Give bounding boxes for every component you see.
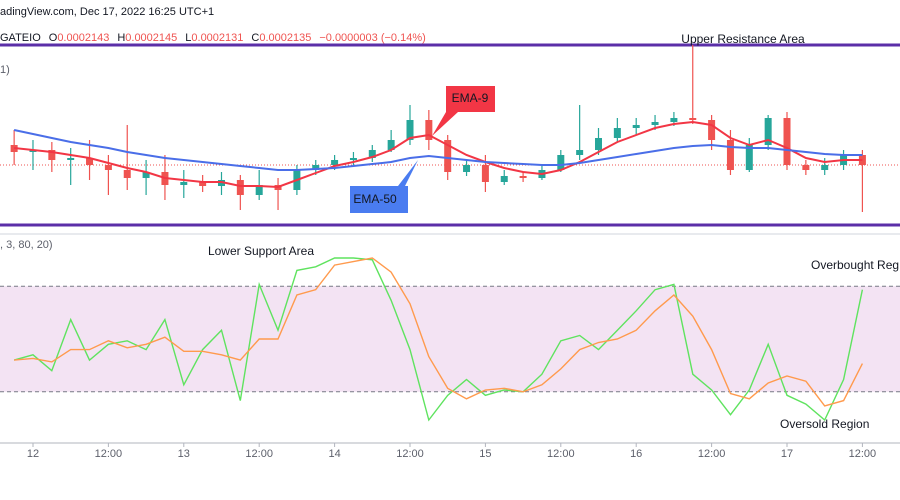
quote-line: GATEIO O0.0002143 H0.0002145 L0.0002131 C0.0… xyxy=(0,32,426,44)
callout-text: EMA-9 xyxy=(452,91,489,105)
candle-body xyxy=(236,180,244,195)
x-tick-label: 17 xyxy=(781,448,793,460)
pane-label: , 3, 80, 20) xyxy=(0,239,53,251)
stoch-line xyxy=(14,257,864,407)
candle-body xyxy=(632,125,640,128)
callout-bubble xyxy=(350,160,418,213)
candle-body xyxy=(802,165,810,170)
candle-body xyxy=(387,140,395,150)
level-label: Overbought Reg xyxy=(811,258,899,272)
candle-body xyxy=(481,165,489,182)
quote-key: C xyxy=(251,32,259,44)
candle-body xyxy=(349,158,357,160)
stoch-line xyxy=(13,257,864,422)
candle-body xyxy=(613,128,621,138)
level-label: Lower Support Area xyxy=(208,244,314,258)
x-tick-label: 14 xyxy=(328,448,340,460)
ema9-callout: EMA-9 xyxy=(432,86,495,136)
x-tick-label: 12:00 xyxy=(95,448,123,460)
candle-body xyxy=(576,150,584,155)
band xyxy=(0,286,900,392)
candle-body xyxy=(463,165,471,172)
quote-key: O xyxy=(49,32,58,44)
x-tick-label: 12 xyxy=(27,448,39,460)
ema50-callout: EMA-50 xyxy=(350,160,418,213)
x-tick-label: 12:00 xyxy=(245,448,273,460)
candle-body xyxy=(180,182,188,185)
callout-bubble xyxy=(432,86,495,136)
x-tick-label: 13 xyxy=(178,448,190,460)
candle-body xyxy=(123,170,131,178)
candle-body xyxy=(199,182,207,186)
quote-value: 0.0002135 xyxy=(259,32,311,44)
candle-body xyxy=(142,172,150,178)
candle-body xyxy=(331,160,339,165)
candle-body xyxy=(104,165,112,170)
candle-body xyxy=(651,122,659,125)
level-label: Upper Resistance Area xyxy=(681,32,805,46)
x-tick-label: 15 xyxy=(479,448,491,460)
candle-body xyxy=(745,145,753,170)
candle-body xyxy=(425,120,433,140)
candle-body xyxy=(821,165,829,170)
candle-body xyxy=(406,120,414,140)
candle-body xyxy=(500,176,508,182)
candle-body xyxy=(783,118,791,165)
x-tick-label: 12:00 xyxy=(849,448,877,460)
quote-value: 0.0002131 xyxy=(191,32,243,44)
candle-body xyxy=(48,150,56,160)
candle-body xyxy=(595,138,603,150)
ema-line xyxy=(13,129,863,171)
x-tick-label: 12:00 xyxy=(547,448,575,460)
ema-line xyxy=(13,120,863,189)
level-label: Oversold Region xyxy=(780,417,869,431)
quote-value: 0.0002145 xyxy=(125,32,177,44)
candle-body xyxy=(670,118,678,122)
candle-body xyxy=(67,158,75,160)
candle-body xyxy=(312,165,320,170)
symbol: GATEIO xyxy=(0,32,41,44)
candle-body xyxy=(255,185,263,195)
candle-body xyxy=(519,176,527,178)
layers: Upper Resistance Area Lower Support Area O… xyxy=(0,32,900,460)
candle-body xyxy=(368,150,376,158)
quote-key: H xyxy=(117,32,125,44)
quote-change: −0.0000003 (−0.14%) xyxy=(319,32,425,44)
candle-body xyxy=(557,155,565,170)
quote-key: L xyxy=(185,32,191,44)
source: adingView.com, Dec 17, 2022 16:25 UTC+1 xyxy=(0,6,214,18)
candle-body xyxy=(86,158,94,165)
candle-body xyxy=(708,120,716,140)
x-tick-label: 16 xyxy=(630,448,642,460)
x-tick-label: 12:00 xyxy=(396,448,424,460)
callout-text: EMA-50 xyxy=(353,192,397,206)
x-tick-label: 12:00 xyxy=(698,448,726,460)
candle-body xyxy=(689,118,697,120)
candle-body xyxy=(726,140,734,170)
candle-body xyxy=(858,155,866,165)
candle-body xyxy=(764,118,772,145)
candle-body xyxy=(444,140,452,172)
pane-label: 1) xyxy=(0,64,10,76)
quote-value: 0.0002143 xyxy=(57,32,109,44)
